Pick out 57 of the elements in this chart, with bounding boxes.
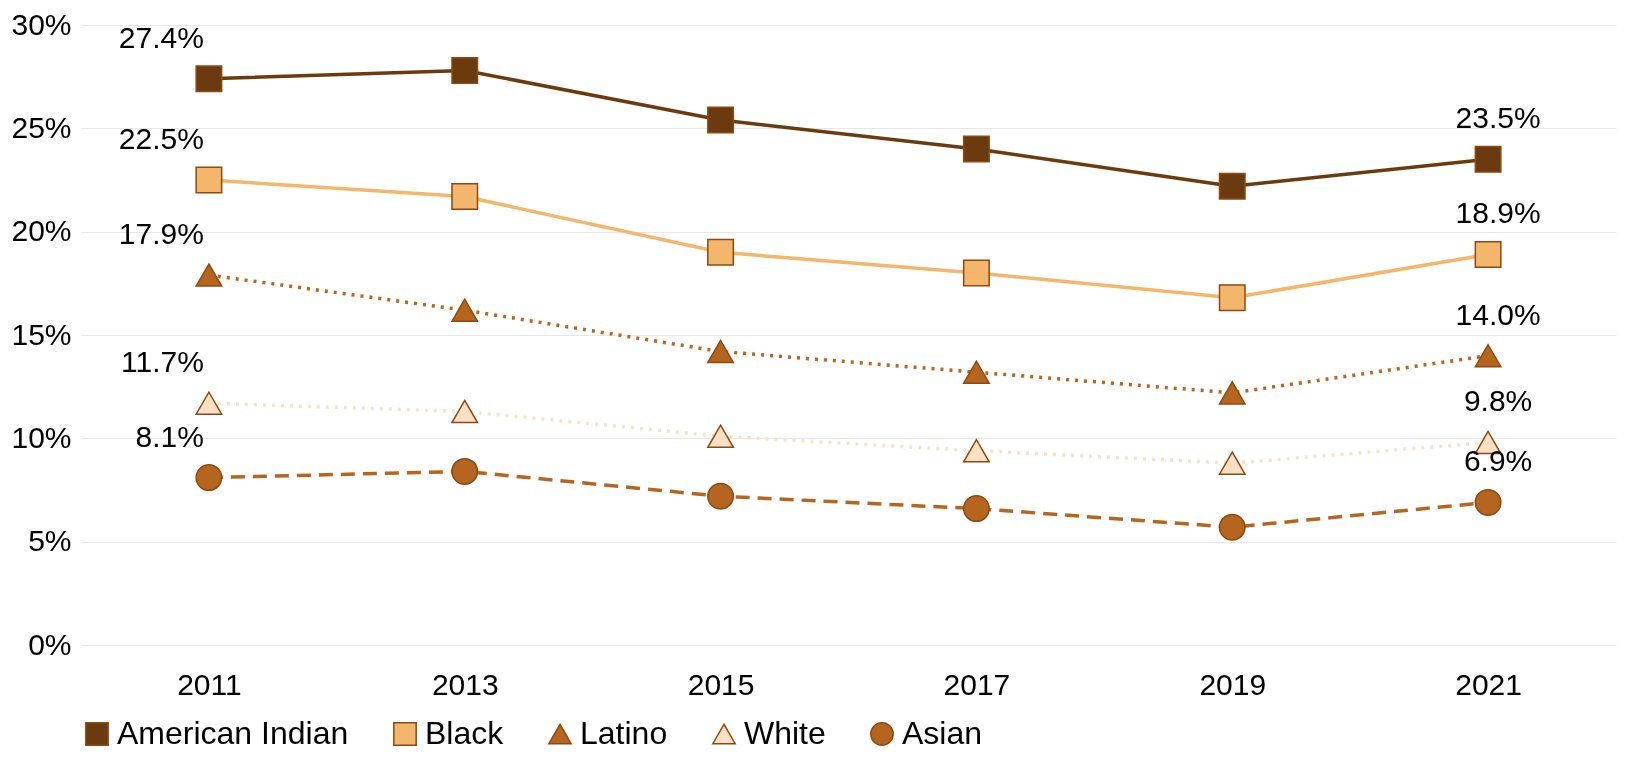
point <box>1474 145 1502 173</box>
point <box>962 135 990 163</box>
point <box>195 65 223 93</box>
point <box>1218 513 1246 541</box>
point <box>451 399 479 424</box>
point <box>962 259 990 287</box>
point <box>962 438 990 463</box>
x-tick-label: 2011 <box>177 667 242 701</box>
legend-label: Asian <box>902 715 983 751</box>
point <box>195 263 223 287</box>
y-tick-label: 15% <box>11 317 72 351</box>
point <box>707 482 735 510</box>
point <box>707 424 735 449</box>
point <box>1474 343 1502 368</box>
legend-label: American Indian <box>117 715 349 751</box>
x-tick-label: 2021 <box>1455 667 1522 701</box>
legend-label: Black <box>425 715 505 751</box>
data-label: 11.7% <box>121 345 204 379</box>
data-label: 14.0% <box>1455 297 1541 331</box>
point <box>451 56 479 84</box>
x-tick-label: 2017 <box>943 667 1011 701</box>
point <box>451 183 479 211</box>
y-tick-label: 20% <box>11 214 72 248</box>
legend-label: Latino <box>580 715 668 751</box>
point <box>451 457 479 485</box>
x-tick-label: 2013 <box>431 667 499 701</box>
point <box>1218 284 1246 312</box>
data-label: 6.9% <box>1463 444 1533 478</box>
data-label: 9.8% <box>1463 384 1533 418</box>
point <box>1218 381 1246 405</box>
x-tick-label: 2015 <box>687 667 755 701</box>
data-label: 8.1% <box>135 419 204 453</box>
y-tick-label: 5% <box>28 524 72 558</box>
data-label: 22.5% <box>118 122 204 155</box>
point <box>1474 488 1502 516</box>
data-label: 17.9% <box>118 217 204 251</box>
point <box>195 166 223 194</box>
y-tick-label: 25% <box>11 110 72 144</box>
data-label: 18.9% <box>1455 196 1541 230</box>
point <box>707 106 735 134</box>
y-tick-label: 30% <box>11 7 72 41</box>
y-tick-label: 10% <box>11 420 72 454</box>
point <box>1218 172 1246 200</box>
point <box>195 464 223 492</box>
point <box>1218 451 1246 475</box>
point <box>451 298 479 322</box>
point <box>962 360 990 384</box>
point <box>707 238 735 266</box>
point <box>195 391 223 415</box>
x-tick-label: 2019 <box>1199 667 1267 701</box>
point <box>1474 240 1502 268</box>
data-label: 23.5% <box>1455 101 1541 135</box>
point <box>962 495 990 523</box>
point <box>707 339 735 364</box>
legend-label: White <box>744 715 826 751</box>
y-tick-label: 0% <box>28 627 72 661</box>
data-label: 27.4% <box>118 20 204 54</box>
